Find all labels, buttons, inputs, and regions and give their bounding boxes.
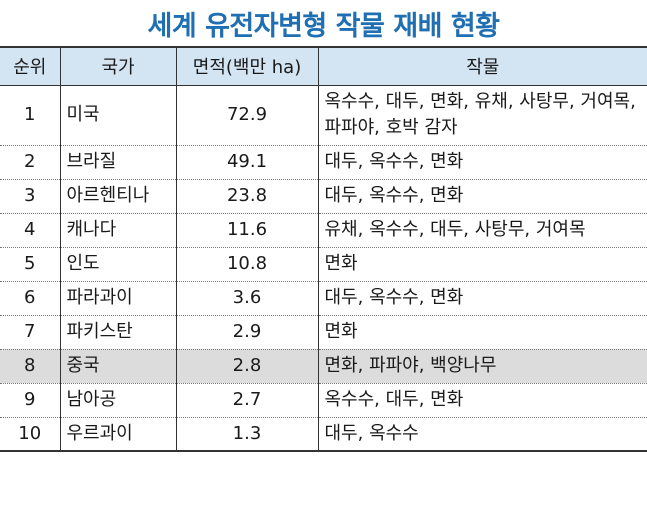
country-cell: 남아공 xyxy=(59,383,176,418)
crops-cell: 유채, 옥수수, 대두, 사탕무, 거여목 xyxy=(317,213,647,248)
country-cell: 미국 xyxy=(59,85,176,146)
country-cell: 파키스탄 xyxy=(59,315,176,350)
header-area: 면적(백만 ha) xyxy=(175,46,318,86)
country-cell: 브라질 xyxy=(59,145,176,180)
rank-cell: 1 xyxy=(0,85,60,146)
country-cell: 파라과이 xyxy=(59,281,176,316)
table-row: 9 남아공 2.7 옥수수, 대두, 면화 xyxy=(0,383,647,418)
area-cell: 10.8 xyxy=(175,247,318,282)
crops-cell: 대두, 옥수수, 면화 xyxy=(317,145,647,180)
crops-cell: 대두, 옥수수 xyxy=(317,417,647,452)
rank-cell: 10 xyxy=(0,417,60,452)
table-row: 2 브라질 49.1 대두, 옥수수, 면화 xyxy=(0,145,647,180)
crops-cell: 옥수수, 대두, 면화 xyxy=(317,383,647,418)
header-rank: 순위 xyxy=(0,46,60,86)
rank-cell: 2 xyxy=(0,145,60,180)
table-row: 3 아르헨티나 23.8 대두, 옥수수, 면화 xyxy=(0,179,647,214)
table-row: 5 인도 10.8 면화 xyxy=(0,247,647,282)
rank-cell: 6 xyxy=(0,281,60,316)
country-cell: 아르헨티나 xyxy=(59,179,176,214)
gm-crop-table: 순위 국가 면적(백만 ha) 작물 1 미국 72.9 옥수수, 대두, 면화… xyxy=(0,46,647,452)
table-row: 6 파라과이 3.6 대두, 옥수수, 면화 xyxy=(0,281,647,316)
crops-cell: 대두, 옥수수, 면화 xyxy=(317,179,647,214)
rank-cell: 7 xyxy=(0,315,60,350)
area-cell: 2.7 xyxy=(175,383,318,418)
country-cell: 중국 xyxy=(59,349,176,384)
country-cell: 우르과이 xyxy=(59,417,176,452)
header-crops: 작물 xyxy=(317,46,647,86)
area-cell: 72.9 xyxy=(175,85,318,146)
area-cell: 3.6 xyxy=(175,281,318,316)
rank-cell: 9 xyxy=(0,383,60,418)
crops-cell: 옥수수, 대두, 면화, 유채, 사탕무, 거여목, 파파야, 호박 감자 xyxy=(317,85,647,146)
crops-cell: 대두, 옥수수, 면화 xyxy=(317,281,647,316)
area-cell: 1.3 xyxy=(175,417,318,452)
table-row: 7 파키스탄 2.9 면화 xyxy=(0,315,647,350)
crops-cell: 면화, 파파야, 백양나무 xyxy=(317,349,647,384)
table-row-highlighted: 8 중국 2.8 면화, 파파야, 백양나무 xyxy=(0,349,647,384)
crops-cell: 면화 xyxy=(317,315,647,350)
area-cell: 2.9 xyxy=(175,315,318,350)
area-cell: 49.1 xyxy=(175,145,318,180)
page-title: 세계 유전자변형 작물 재배 현황 xyxy=(147,11,500,42)
table-row: 10 우르과이 1.3 대두, 옥수수 xyxy=(0,417,647,452)
table-row: 1 미국 72.9 옥수수, 대두, 면화, 유채, 사탕무, 거여목, 파파야… xyxy=(0,85,647,146)
area-cell: 2.8 xyxy=(175,349,318,384)
area-cell: 23.8 xyxy=(175,179,318,214)
country-cell: 인도 xyxy=(59,247,176,282)
area-cell: 11.6 xyxy=(175,213,318,248)
country-cell: 캐나다 xyxy=(59,213,176,248)
rank-cell: 3 xyxy=(0,179,60,214)
table-header: 순위 국가 면적(백만 ha) 작물 xyxy=(0,46,647,86)
rank-cell: 5 xyxy=(0,247,60,282)
rank-cell: 8 xyxy=(0,349,60,384)
crops-cell: 면화 xyxy=(317,247,647,282)
header-country: 국가 xyxy=(59,46,176,86)
rank-cell: 4 xyxy=(0,213,60,248)
table-row: 4 캐나다 11.6 유채, 옥수수, 대두, 사탕무, 거여목 xyxy=(0,213,647,248)
